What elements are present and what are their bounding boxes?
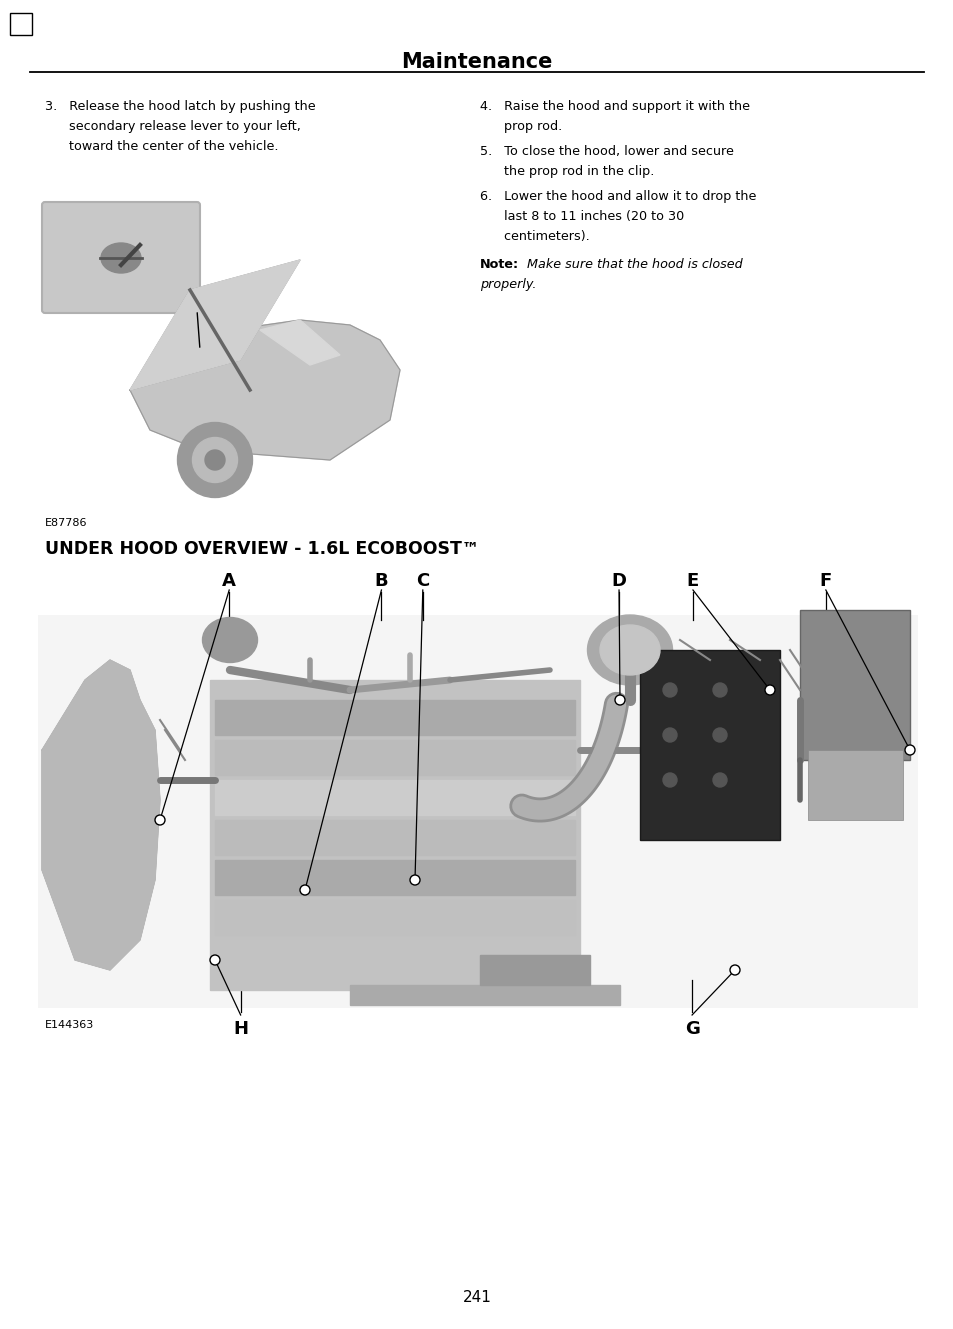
Text: last 8 to 11 inches (20 to 30: last 8 to 11 inches (20 to 30 [479,210,683,223]
Text: UNDER HOOD OVERVIEW - 1.6L ECOBOOST™: UNDER HOOD OVERVIEW - 1.6L ECOBOOST™ [45,540,478,558]
Text: properly.: properly. [479,278,536,291]
Polygon shape [214,740,575,775]
Text: Maintenance: Maintenance [401,52,552,72]
Ellipse shape [662,683,677,696]
Text: secondary release lever to your left,: secondary release lever to your left, [45,120,300,133]
Ellipse shape [729,965,740,975]
Ellipse shape [615,695,624,704]
Bar [38,615,917,1007]
Ellipse shape [712,773,726,787]
Ellipse shape [712,728,726,742]
FancyBboxPatch shape [42,202,200,314]
Polygon shape [214,780,575,815]
Text: G: G [684,1019,699,1038]
Ellipse shape [205,451,225,470]
Text: B: B [375,571,388,590]
Text: Note:: Note: [479,258,518,271]
Text: C: C [416,571,429,590]
Ellipse shape [101,243,141,272]
Polygon shape [130,260,299,389]
Ellipse shape [202,618,257,662]
Ellipse shape [904,746,914,755]
Polygon shape [210,680,579,990]
Ellipse shape [662,773,677,787]
Text: prop rod.: prop rod. [479,120,561,133]
Polygon shape [214,700,575,735]
Ellipse shape [587,615,672,684]
Polygon shape [214,860,575,894]
Text: H: H [233,1019,248,1038]
Text: 4.   Raise the hood and support it with the: 4. Raise the hood and support it with th… [479,100,749,113]
Text: 241: 241 [462,1290,491,1305]
Bar [800,610,909,760]
Polygon shape [214,820,575,855]
Bar [807,750,902,820]
Text: 3.   Release the hood latch by pushing the: 3. Release the hood latch by pushing the [45,100,315,113]
Polygon shape [214,900,575,936]
Ellipse shape [599,625,659,675]
Text: Make sure that the hood is closed: Make sure that the hood is closed [522,258,742,271]
Text: centimeters).: centimeters). [479,230,589,243]
Ellipse shape [410,874,419,885]
Text: the prop rod in the clip.: the prop rod in the clip. [479,165,654,178]
Ellipse shape [712,683,726,696]
Ellipse shape [154,815,165,825]
Polygon shape [42,661,160,970]
Text: D: D [611,571,626,590]
Bar [10,13,32,35]
Text: F: F [819,571,831,590]
Text: 5.   To close the hood, lower and secure: 5. To close the hood, lower and secure [479,145,733,158]
Ellipse shape [210,956,220,965]
Ellipse shape [662,728,677,742]
Ellipse shape [764,684,774,695]
Ellipse shape [299,885,310,894]
Text: 6.   Lower the hood and allow it to drop the: 6. Lower the hood and allow it to drop t… [479,190,756,203]
Polygon shape [260,320,339,365]
Polygon shape [479,956,589,985]
Text: E: E [686,571,699,590]
Text: A: A [222,571,236,590]
Text: E144363: E144363 [45,1019,94,1030]
Polygon shape [350,985,619,1005]
Polygon shape [130,320,399,460]
Text: toward the center of the vehicle.: toward the center of the vehicle. [45,140,278,153]
Ellipse shape [177,423,253,497]
Bar [639,650,780,840]
Text: E87786: E87786 [45,518,88,528]
Ellipse shape [193,437,237,482]
